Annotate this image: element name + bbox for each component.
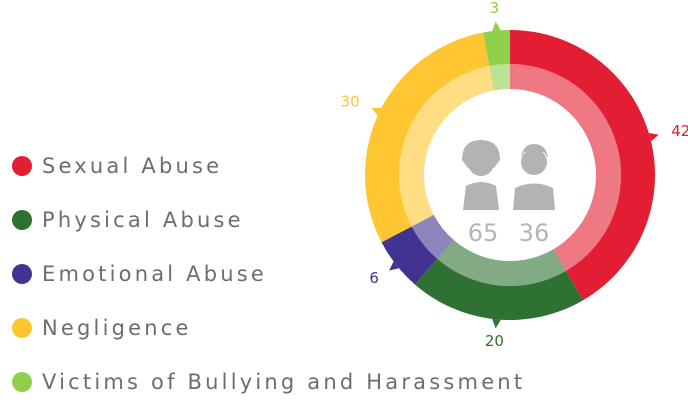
value-label: 6: [369, 269, 379, 287]
legend-swatch: [12, 318, 32, 338]
center-icons: [462, 140, 555, 210]
value-label: 42: [671, 122, 688, 140]
donut-inner-segment: [411, 214, 454, 259]
legend-text: Physical Abuse: [42, 208, 244, 232]
label-pointer: [371, 107, 382, 116]
legend-text: Emotional Abuse: [42, 262, 267, 286]
legend-swatch: [12, 372, 32, 392]
label-pointer: [492, 21, 501, 32]
donut-segment: [414, 258, 584, 320]
legend-swatch: [12, 156, 32, 176]
donut-inner-segment: [510, 64, 621, 271]
donut-inner-segment: [489, 64, 510, 91]
donut-segment: [381, 226, 438, 285]
value-label: 30: [341, 93, 360, 111]
donut-segment: [483, 30, 510, 66]
value-label: 20: [485, 332, 504, 350]
legend-text: Sexual Abuse: [42, 154, 222, 178]
label-pointer: [389, 261, 399, 271]
legend-text: Negligence: [42, 316, 192, 340]
donut-inner-segment: [399, 65, 495, 227]
donut-segment: [510, 30, 655, 301]
donut-inner-segment: [437, 239, 566, 286]
donut-segment: [364, 32, 490, 243]
girls-count: 65: [468, 219, 499, 247]
legend-swatch: [12, 210, 32, 230]
legend-swatch: [12, 264, 32, 284]
donut: 42 Sexual Abuse 20 Physical Abuse 6 Emotional…: [12, 0, 688, 394]
legend-text: Victims of Bullying and Harassment: [42, 370, 525, 394]
label-pointer: [492, 318, 501, 329]
value-label: 3: [490, 0, 500, 17]
label-pointer: [648, 132, 659, 142]
boys-count: 36: [519, 219, 550, 247]
